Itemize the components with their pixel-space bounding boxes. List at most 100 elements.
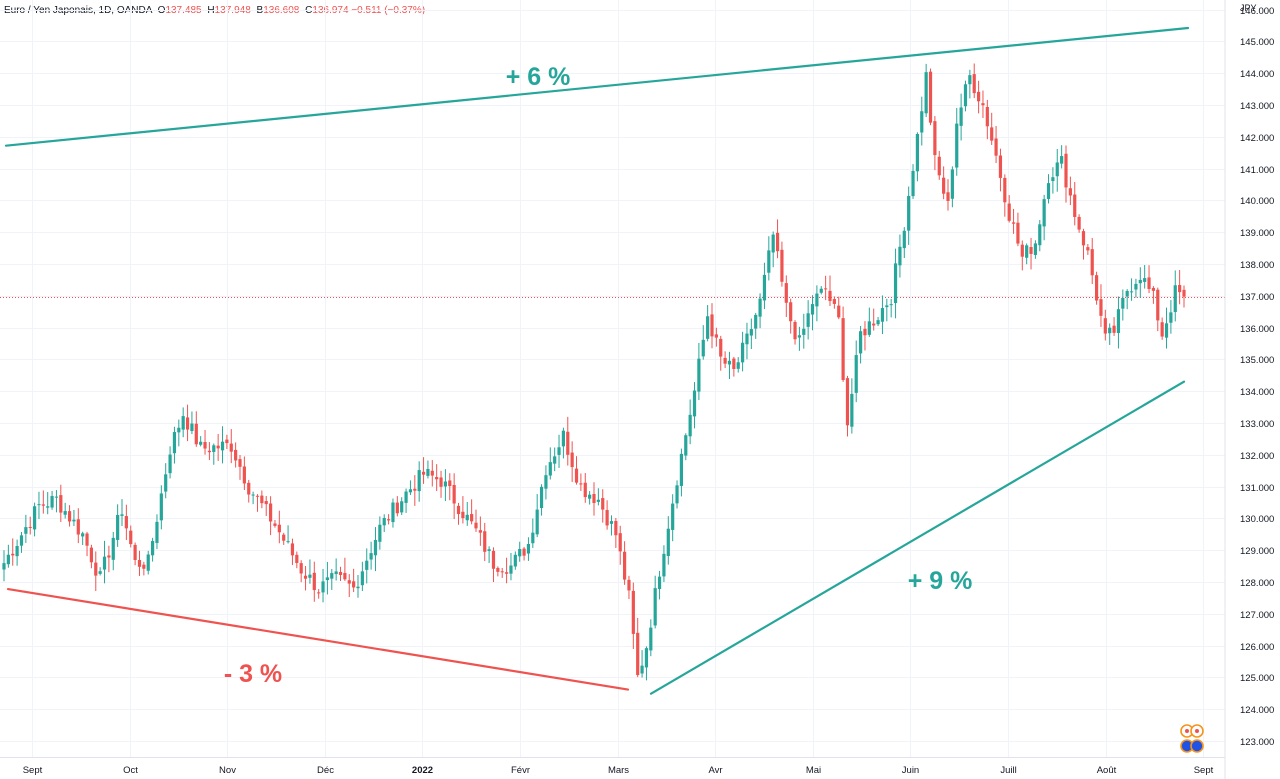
candle-body: [1143, 278, 1147, 282]
y-tick-label: 139.000: [1240, 228, 1274, 239]
candle-body: [644, 648, 649, 668]
candle-body: [771, 234, 775, 253]
candle-body: [190, 423, 194, 432]
candle-body: [784, 283, 788, 303]
candle-body: [876, 320, 880, 325]
y-tick-label: 141.000: [1240, 165, 1274, 176]
candle-body: [491, 550, 496, 569]
candle-body: [268, 503, 273, 522]
candle-body: [391, 502, 395, 523]
candle-body: [1103, 318, 1107, 334]
candle-body: [959, 107, 963, 126]
candle-body: [902, 230, 906, 249]
candle-body: [574, 468, 579, 483]
candle-body: [998, 155, 1003, 178]
candle-body: [937, 156, 941, 176]
candle-body: [618, 533, 622, 552]
candle-body: [76, 519, 80, 535]
candle-body: [220, 441, 225, 451]
candle-body: [107, 555, 111, 558]
y-tick-label: 129.000: [1240, 546, 1274, 557]
candle-body: [255, 495, 260, 497]
candle-body: [360, 571, 364, 586]
candle-body: [631, 590, 635, 634]
candle-body: [719, 338, 723, 357]
candle-body: [102, 556, 107, 570]
candle-body: [338, 571, 343, 575]
candle-body: [928, 71, 933, 123]
candle-body: [325, 577, 330, 581]
candle-body: [386, 519, 391, 521]
candle-body: [557, 447, 561, 455]
x-tick-label: Sept: [23, 765, 43, 776]
candle-body: [1169, 312, 1173, 323]
candle-body: [736, 362, 740, 369]
candle-body: [356, 586, 360, 589]
candle-body: [797, 335, 802, 338]
candle-body: [234, 449, 238, 461]
candle-body: [828, 290, 832, 302]
candle-body: [671, 503, 675, 530]
x-tick-label: Févr: [511, 765, 530, 776]
candle-body: [885, 305, 889, 308]
candle-body: [963, 84, 968, 107]
candle-body: [308, 574, 312, 578]
candle-body: [675, 485, 679, 504]
annotation-label: + 6 %: [506, 63, 571, 91]
y-tick-label: 144.000: [1240, 69, 1274, 80]
candle-body: [1077, 216, 1081, 230]
candle-body: [749, 329, 753, 336]
candle-body: [439, 477, 443, 487]
candle-body: [810, 304, 815, 315]
time-axis[interactable]: Sept Oct Nov Déc 2022 Févr Mars Avr Mai Juin Juill…: [23, 765, 1214, 776]
tradingview-logo-icon[interactable]: [1180, 722, 1204, 756]
candle-body: [1016, 222, 1020, 244]
candle-body: [334, 571, 338, 575]
x-tick-label: 2022: [412, 765, 433, 776]
candle-body: [260, 495, 264, 504]
candle-body: [251, 494, 255, 496]
candle-body: [404, 491, 408, 503]
candle-body: [745, 333, 749, 345]
candle-body: [1011, 222, 1016, 224]
candle-body: [1064, 153, 1068, 188]
candle-body: [146, 554, 150, 571]
candle-body: [684, 435, 688, 456]
candle-body: [94, 562, 98, 576]
candle-body: [649, 627, 653, 651]
candle-body: [443, 481, 448, 487]
candle-body: [120, 514, 124, 516]
candle-body: [832, 299, 836, 304]
candle-body: [430, 470, 434, 476]
x-tick-label: Déc: [317, 765, 334, 776]
candle-body: [504, 572, 509, 574]
candle-body: [976, 91, 981, 102]
price-axis[interactable]: 123.000 124.000 125.000 126.000 127.000 128.0…: [1240, 6, 1274, 748]
candle-body: [850, 393, 854, 427]
candle-body: [845, 378, 850, 426]
candle-body: [330, 573, 334, 579]
y-tick-label: 136.000: [1240, 324, 1274, 335]
candle-body: [710, 314, 714, 337]
candle-body: [465, 514, 469, 521]
candle-body: [312, 572, 316, 591]
candle-body: [775, 232, 780, 252]
candle-body: [762, 274, 767, 301]
candle-body: [59, 495, 63, 513]
candle-body: [352, 581, 356, 588]
candle-body: [863, 328, 867, 336]
candle-body: [50, 496, 54, 508]
candle-body: [212, 445, 216, 452]
candle-body: [435, 477, 439, 480]
candle-body: [522, 548, 526, 556]
y-tick-label: 145.000: [1240, 37, 1274, 48]
x-tick-label: Juill: [1000, 765, 1016, 776]
candle-body: [588, 494, 592, 499]
candle-body: [116, 514, 120, 540]
y-tick-label: 135.000: [1240, 355, 1274, 366]
candle-body: [732, 358, 736, 370]
candle-body: [622, 551, 627, 580]
candle-body: [286, 541, 290, 543]
candle-body: [1147, 277, 1151, 289]
